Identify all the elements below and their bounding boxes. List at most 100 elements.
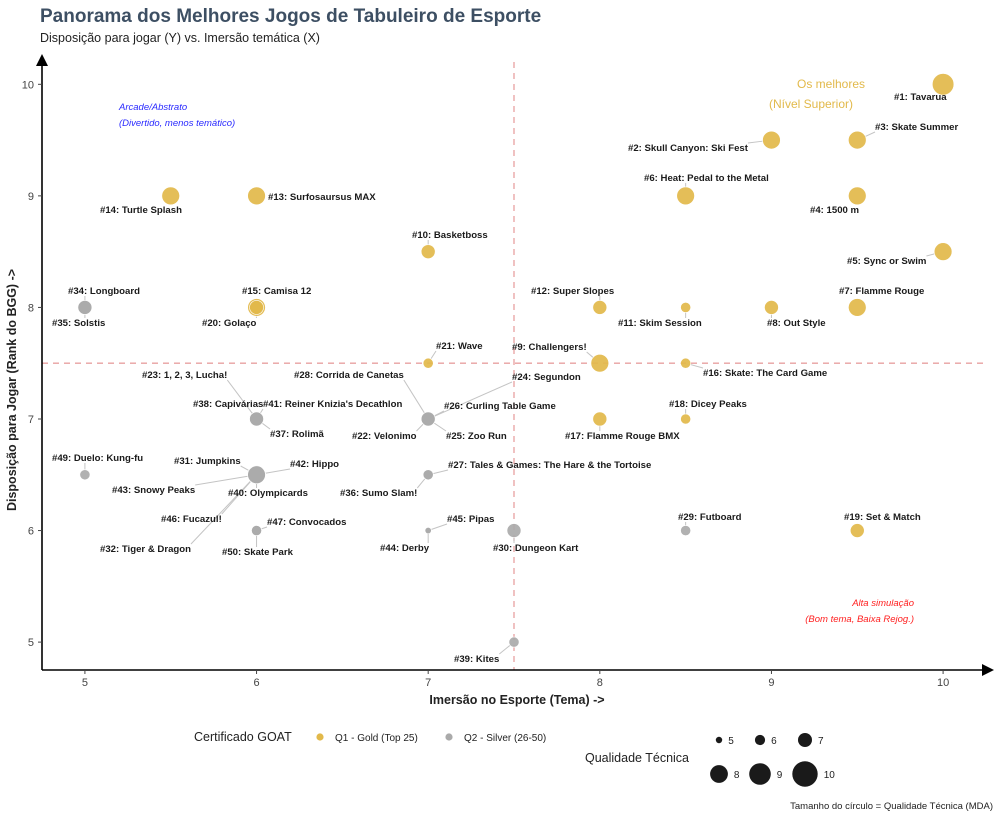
y-tick-label: 6 [28, 526, 34, 538]
data-point [422, 469, 434, 481]
label-leader [433, 422, 447, 432]
size-legend-label: 9 [777, 770, 783, 781]
point-label: #18: Dicey Peaks [669, 399, 747, 410]
chart-title: Panorama dos Melhores Jogos de Tabuleiro… [40, 6, 541, 27]
label-leader [226, 379, 253, 414]
label-leader [747, 140, 763, 144]
size-legend-label: 7 [818, 736, 824, 747]
point-label: #50: Skate Park [222, 547, 294, 558]
size-legend-label: 8 [734, 770, 740, 781]
point-label: #32: Tiger & Dragon [100, 544, 191, 555]
x-tick-label: 8 [597, 677, 603, 689]
point-label: #10: Basketboss [412, 230, 488, 241]
data-point [764, 300, 779, 315]
annotation-top-left-1: Arcade/Abstrato [118, 102, 187, 113]
label-leader [195, 475, 248, 486]
annotation-bottom-right-2: (Bom tema, Baixa Rejog.) [805, 614, 914, 625]
label-leader [690, 364, 704, 369]
point-label: #8: Out Style [767, 318, 826, 329]
label-leaders [84, 131, 935, 655]
label-leader [416, 423, 424, 432]
x-tick-label: 5 [82, 677, 88, 689]
point-label: #41: Reiner Knizia's Decathlon [263, 399, 402, 410]
chart-caption: Tamanho do círculo = Qualidade Técnica (… [790, 801, 993, 812]
point-label: #14: Turtle Splash [100, 205, 182, 216]
y-axis-label: Disposição para Jogar (Rank do BGG) -> [5, 269, 19, 511]
label-leader [431, 523, 448, 530]
point-label: #34: Longboard [68, 286, 140, 297]
data-point [680, 525, 692, 536]
x-tick-label: 6 [253, 677, 259, 689]
data-point [420, 411, 436, 427]
point-label: #46: Fucazul! [161, 514, 222, 525]
point-label: #45: Pipas [447, 514, 494, 525]
point-label: #35: Solstis [52, 318, 105, 329]
data-point [422, 357, 434, 369]
x-tick-label: 9 [768, 677, 774, 689]
data-point [247, 465, 266, 484]
point-label: #15: Camisa 12 [242, 286, 311, 297]
label-leader [416, 478, 426, 489]
data-point [848, 186, 867, 206]
label-leader [434, 410, 445, 417]
point-label: #21: Wave [436, 341, 483, 352]
data-point [933, 242, 953, 261]
point-label: #39: Kites [454, 654, 499, 665]
label-leader [261, 526, 268, 530]
label-leader [430, 350, 437, 360]
label-leader [403, 379, 425, 414]
annotation-bottom-right-1: Alta simulação [851, 598, 914, 609]
size-legend: Qualidade Técnica 5 6 7 8 9 10 [585, 733, 835, 787]
data-point [676, 186, 695, 206]
point-label: #47: Convocados [267, 517, 346, 528]
point-label: #26: Curling Table Game [444, 401, 556, 412]
point-label: #20: Golaço [202, 318, 257, 329]
label-leader [221, 481, 252, 515]
legend-silver-swatch [445, 733, 453, 741]
label-leader [499, 644, 511, 655]
point-label: #49: Duelo: Kung-fu [52, 453, 143, 464]
size-legend-circle [798, 733, 812, 747]
data-point [508, 636, 520, 648]
data-point [590, 354, 610, 373]
point-label: #38: Capivárias [193, 399, 263, 410]
size-legend-circle [754, 734, 766, 746]
point-label: #5: Sync or Swim [847, 256, 926, 267]
point-label: #25: Zoo Run [446, 431, 507, 442]
annotation-top-left-2: (Divertido, menos temático) [119, 118, 235, 129]
point-label: #9: Challengers! [512, 342, 587, 353]
size-legend-label: 6 [771, 736, 777, 747]
label-leader [190, 480, 251, 545]
point-label: #27: Tales & Games: The Hare & the Torto… [448, 460, 651, 471]
data-point [680, 302, 692, 313]
x-axis-arrow-icon [982, 664, 994, 676]
size-legend-circle [715, 736, 723, 744]
point-label: #40: Olympicards [228, 488, 308, 499]
point-label: #31: Jumpkins [174, 456, 241, 467]
label-leader [926, 253, 935, 257]
point-label: #6: Heat: Pedal to the Metal [644, 173, 769, 184]
point-label: #12: Super Slopes [531, 286, 614, 297]
label-leader [434, 381, 513, 417]
point-label: #17: Flamme Rouge BMX [565, 431, 680, 442]
point-label: #3: Skate Summer [875, 122, 958, 133]
x-tick-label: 10 [937, 677, 949, 689]
data-point [680, 413, 692, 425]
label-leader [586, 351, 594, 358]
point-label: #43: Snowy Peaks [112, 485, 195, 496]
point-label: #11: Skim Session [618, 318, 702, 329]
data-point [161, 186, 180, 206]
y-ticks: 5 6 7 8 9 10 [22, 79, 42, 649]
label-leader [261, 422, 271, 430]
point-label: #37: Rolimã [270, 429, 325, 440]
data-point [931, 73, 955, 96]
y-tick-label: 7 [28, 414, 34, 426]
size-legend-label: 5 [728, 736, 734, 747]
point-label: #13: Surfosaursus MAX [268, 192, 376, 203]
label-leader [433, 469, 449, 475]
color-legend: Certificado GOAT Q1 - Gold (Top 25) Q2 -… [194, 730, 546, 744]
x-axis-label: Imersão no Esporte (Tema) -> [429, 693, 604, 707]
data-point [592, 300, 608, 315]
legend-gold-label: Q1 - Gold (Top 25) [335, 733, 418, 744]
